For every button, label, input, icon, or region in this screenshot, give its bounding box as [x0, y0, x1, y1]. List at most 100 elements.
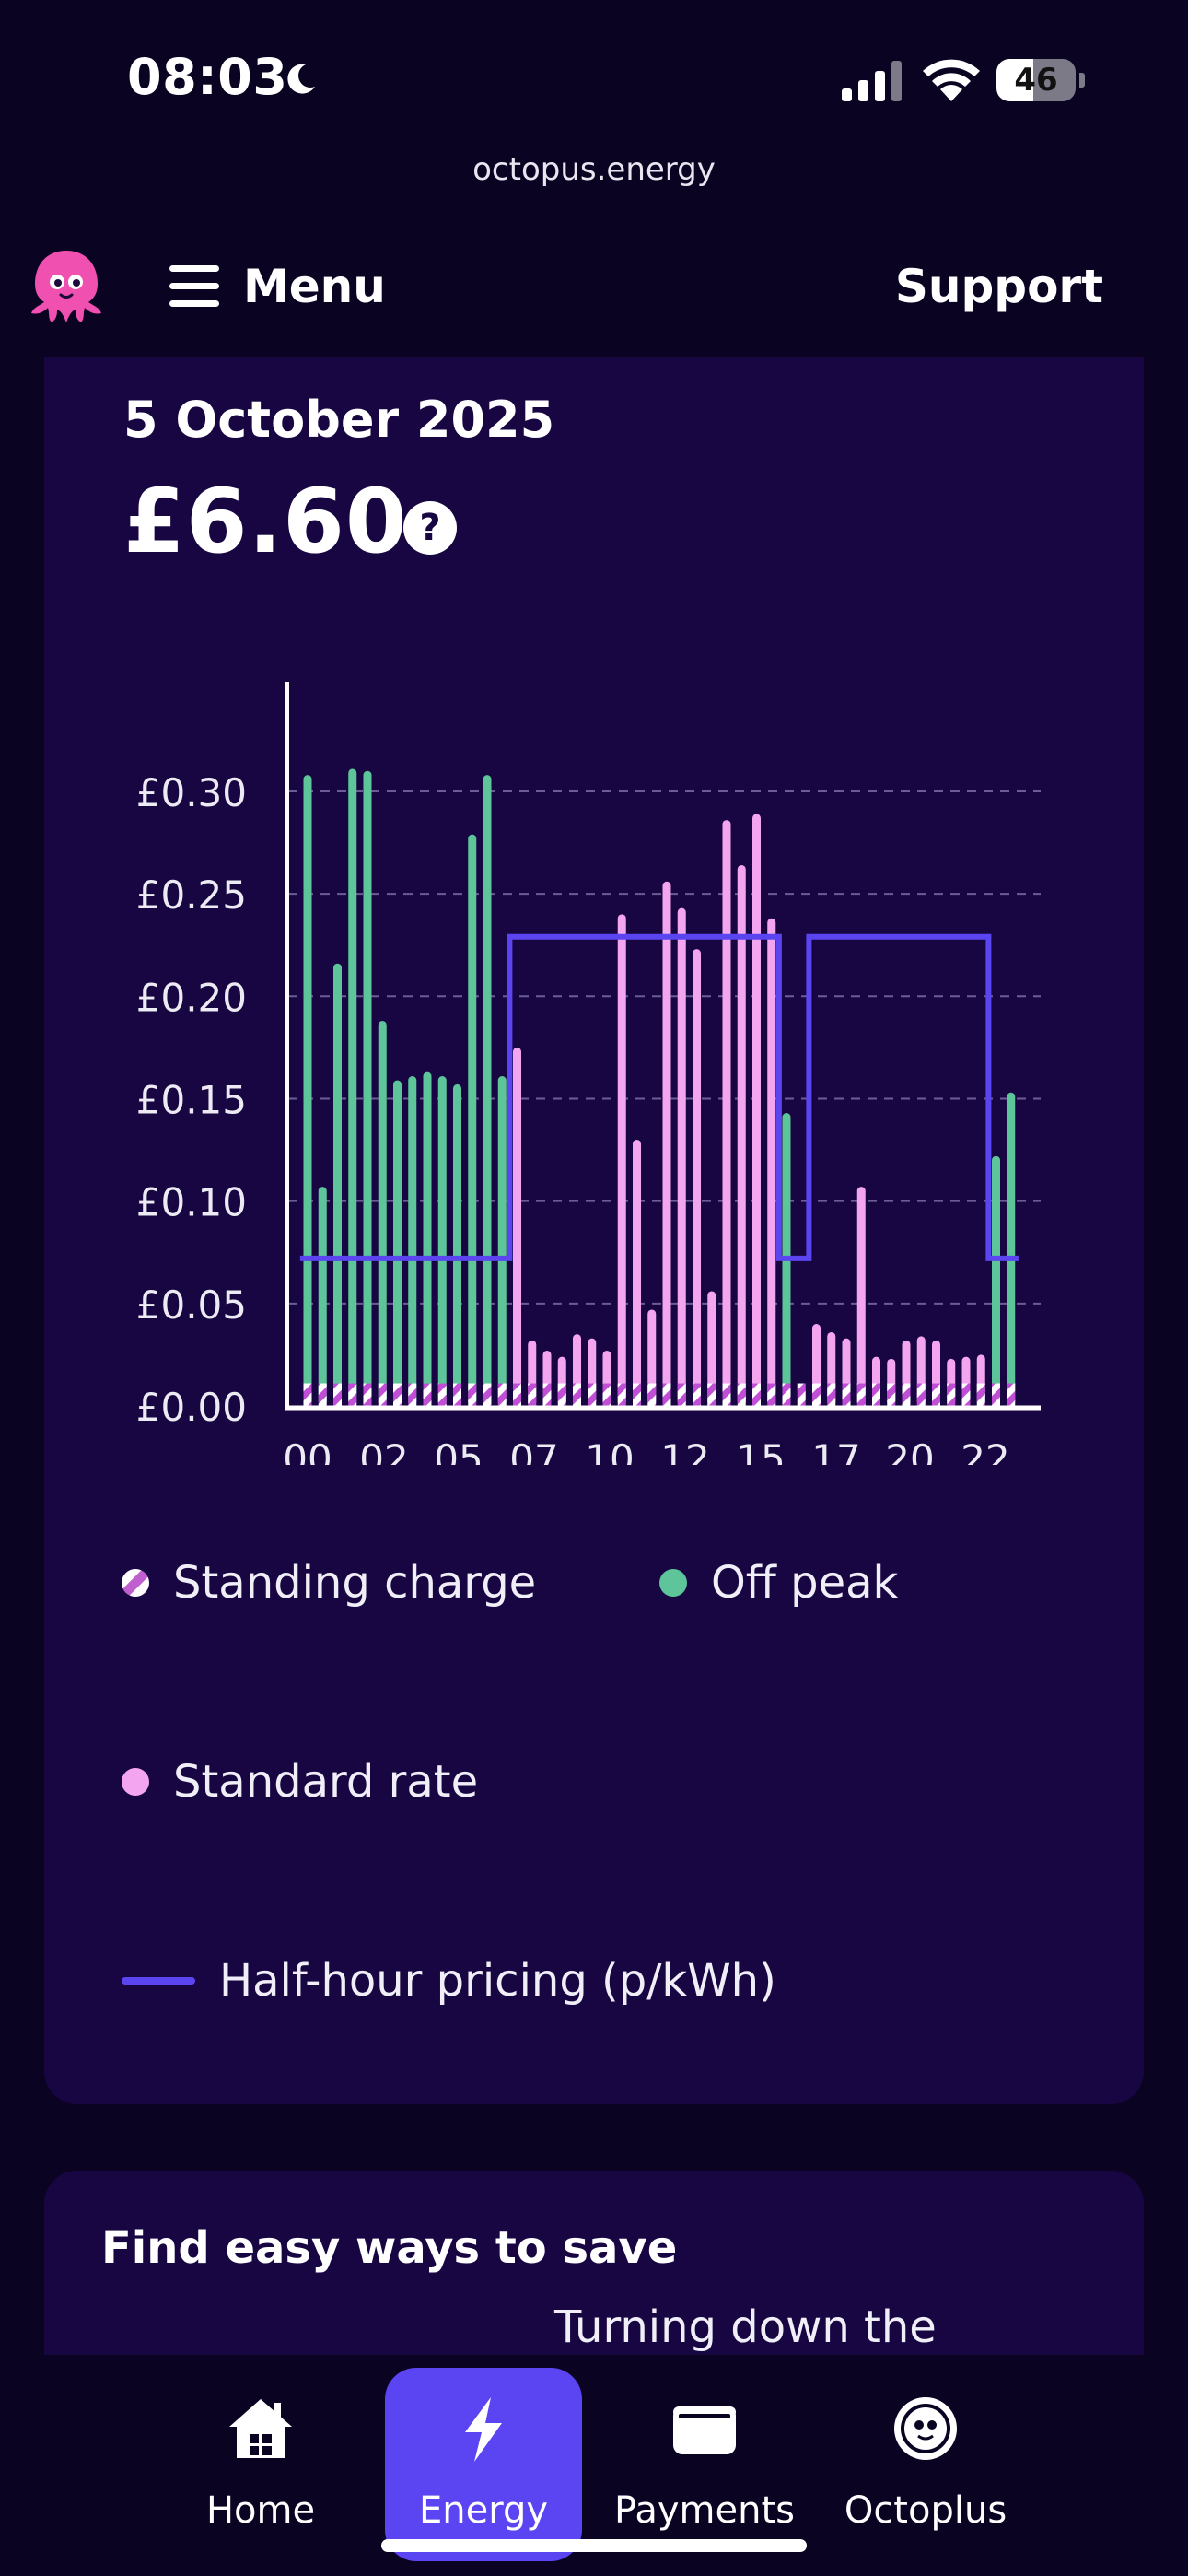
standing-charge-bar — [318, 1383, 327, 1406]
standing-charge-bar — [797, 1383, 806, 1406]
legend-label: Half-hour pricing (p/kWh) — [219, 1955, 776, 2007]
octoplus-coin-icon — [894, 2397, 957, 2460]
standing-charge-bar — [647, 1383, 657, 1406]
y-tick-label: £0.00 — [136, 1385, 247, 1430]
save-tip-text: Turning down the — [554, 2301, 937, 2353]
standing-charge-bar — [333, 1383, 342, 1406]
standing-charge-bar — [932, 1383, 940, 1406]
standing-charge-bar — [573, 1383, 581, 1406]
usage-bar — [662, 881, 671, 1406]
standing-charge-bar — [842, 1383, 851, 1406]
hamburger-icon — [169, 265, 221, 308]
legend-standard-rate: Standard rate — [122, 1756, 478, 1808]
home-icon — [229, 2399, 292, 2458]
y-tick-label: £0.25 — [136, 872, 247, 918]
standing-charge-bar — [588, 1383, 597, 1406]
standing-charge-bar — [707, 1383, 716, 1406]
standing-charge-bar — [812, 1383, 821, 1406]
standing-charge-bar — [827, 1383, 836, 1406]
help-question-icon[interactable]: ? — [403, 501, 457, 555]
x-tick-label: 10 — [585, 1436, 634, 1465]
standing-charge-bar — [408, 1383, 417, 1406]
standing-charge-bar — [617, 1383, 626, 1406]
standing-charge-bar — [976, 1383, 985, 1406]
standing-charge-bar — [856, 1383, 866, 1406]
clock: 08:03 — [127, 48, 288, 106]
nav-label: Octoplus — [844, 2489, 1007, 2532]
usage-total-cost: £6.60 — [123, 470, 408, 573]
menu-button[interactable]: Menu — [169, 256, 386, 317]
y-tick-label: £0.05 — [136, 1282, 247, 1328]
standing-charge-bar — [961, 1383, 971, 1406]
legend-off-peak: Off peak — [659, 1557, 898, 1609]
standing-charge-bar — [468, 1383, 477, 1406]
legend-label: Off peak — [711, 1557, 899, 1609]
wifi-icon — [923, 59, 980, 101]
octopus-logo[interactable] — [29, 247, 103, 324]
x-tick-label: 05 — [434, 1436, 483, 1465]
standing-charge-bar — [483, 1383, 492, 1406]
support-link[interactable]: Support — [894, 260, 1103, 313]
nav-label: Payments — [614, 2489, 795, 2532]
usage-bar — [333, 963, 342, 1406]
standing-charge-bar — [887, 1383, 896, 1406]
standing-charge-bar — [737, 1383, 746, 1406]
standing-charge-bar — [722, 1383, 731, 1406]
standing-charge-bar — [916, 1383, 926, 1406]
standing-charge-swatch — [122, 1569, 149, 1597]
x-tick-label: 22 — [961, 1436, 1009, 1465]
x-tick-label: 17 — [811, 1436, 860, 1465]
usage-bar — [647, 1309, 657, 1406]
x-tick-label: 12 — [660, 1436, 709, 1465]
nav-octoplus[interactable]: Octoplus — [827, 2368, 1024, 2561]
usage-bar — [677, 907, 686, 1406]
usage-bar — [363, 770, 372, 1406]
standing-charge-bar — [602, 1383, 611, 1406]
battery-level: 46 — [1014, 62, 1058, 99]
y-tick-label: £0.10 — [136, 1180, 247, 1225]
usage-bar — [378, 1020, 387, 1406]
x-tick-label: 20 — [885, 1436, 934, 1465]
nav-label: Home — [205, 2489, 316, 2532]
usage-bar — [408, 1076, 417, 1406]
battery-indicator: 46 — [996, 59, 1085, 103]
pricing-line-swatch — [122, 1977, 195, 1985]
usage-bar — [437, 1076, 447, 1406]
standing-charge-bar — [662, 1383, 671, 1406]
nav-payments[interactable]: Payments — [606, 2368, 803, 2561]
standing-charge-bar — [453, 1383, 461, 1406]
standing-charge-bar — [528, 1383, 537, 1406]
standing-charge-bar — [303, 1383, 312, 1406]
usage-bar — [348, 768, 357, 1406]
browser-url[interactable]: octopus.energy — [472, 151, 716, 188]
off-peak-swatch — [659, 1569, 687, 1597]
half-hour-pricing-line — [299, 933, 1019, 1261]
standing-charge-bar — [782, 1383, 791, 1406]
standing-charge-bar — [633, 1383, 641, 1406]
standing-charge-bar — [872, 1383, 880, 1406]
moon-icon — [287, 64, 315, 94]
usage-bar — [752, 814, 761, 1406]
usage-bar — [707, 1291, 716, 1406]
usage-bar — [318, 1187, 327, 1406]
lightning-icon — [465, 2397, 502, 2462]
x-tick-label: 15 — [736, 1436, 785, 1465]
save-tips-title: Find easy ways to save — [101, 2222, 678, 2274]
usage-bar — [992, 1155, 1000, 1406]
y-tick-label: £0.20 — [136, 975, 247, 1020]
cellular-signal-icon — [842, 61, 902, 101]
usage-bar — [767, 918, 776, 1406]
standing-charge-bar — [947, 1383, 956, 1406]
nav-home[interactable]: Home — [162, 2368, 359, 2561]
standing-charge-bar — [752, 1383, 761, 1406]
usage-bar — [737, 864, 746, 1406]
legend-label: Standing charge — [173, 1557, 537, 1609]
save-tips-card[interactable]: Find easy ways to save Turning down the — [44, 2171, 1144, 2355]
nav-energy[interactable]: Energy — [385, 2368, 582, 2561]
standing-charge-bar — [693, 1383, 701, 1406]
standing-charge-bar — [513, 1383, 521, 1406]
legend-pricing: Half-hour pricing (p/kWh) — [122, 1955, 776, 2007]
standing-charge-bar — [557, 1383, 566, 1406]
standing-charge-bar — [767, 1383, 776, 1406]
status-bar: 08:03 46 octopus.energy — [0, 0, 1188, 188]
